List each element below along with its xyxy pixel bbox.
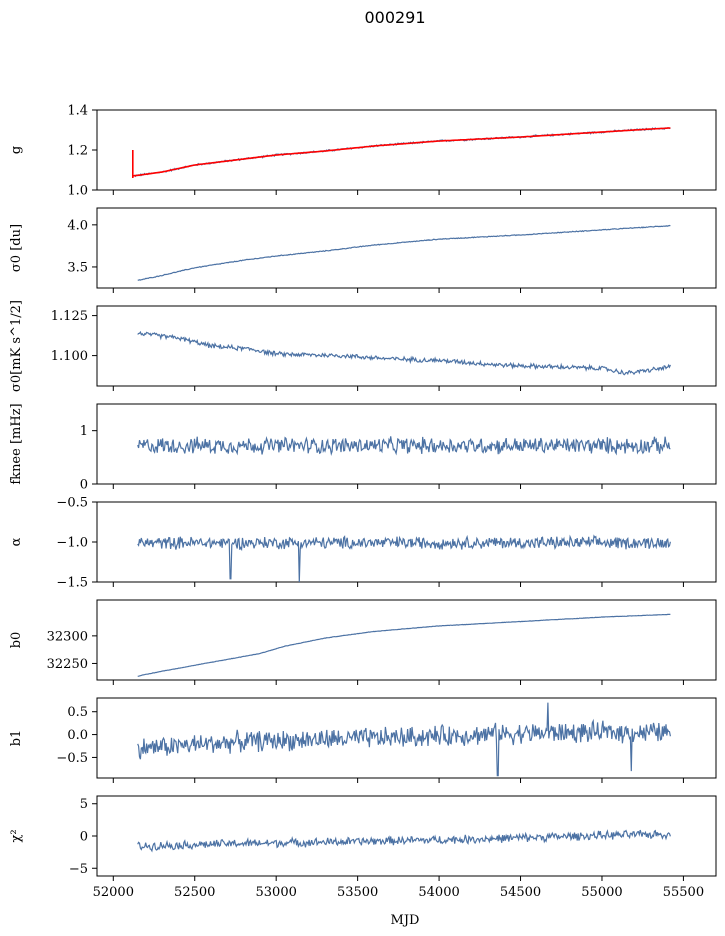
panel-3: 0 1 fknee [mHz] bbox=[9, 403, 717, 493]
panel-1: 3.5 4.0 σ0 [du] bbox=[9, 207, 717, 293]
panel-0-frame bbox=[96, 109, 717, 191]
panel-0-ytick-label-1: 1.2 bbox=[67, 144, 88, 159]
panel-7-series-line bbox=[137, 829, 671, 853]
panel-6-ytick-label-2: 0.5 bbox=[67, 705, 88, 720]
panel-3-frame bbox=[96, 403, 717, 485]
y-axis-label-2: σ0[mK s^1/2] bbox=[9, 300, 24, 392]
panel-6-ytick-label-0: −0.5 bbox=[56, 751, 88, 766]
panel-4-ytick-label-2: −0.5 bbox=[56, 496, 88, 511]
panel-4-frame bbox=[96, 501, 717, 583]
x-tick-label-5: 54500 bbox=[500, 885, 541, 900]
panel-2-frame bbox=[96, 305, 717, 387]
y-axis-label-0: g bbox=[9, 146, 24, 154]
panels: 1.0 1.2 1.4 g 3.5 4.0 σ0 [du] 1.100 1.125 σ0[mK s… bbox=[9, 104, 717, 900]
panel-1-frame bbox=[96, 207, 717, 289]
y-axis-label-1: σ0 [du] bbox=[9, 224, 24, 272]
panel-7: 52000 52500 53000 53500 54000 54500 55000 55500… bbox=[9, 795, 717, 900]
figure-title: 000291 bbox=[364, 8, 425, 27]
x-tick-label-7: 55500 bbox=[663, 885, 704, 900]
panel-0: 1.0 1.2 1.4 g bbox=[9, 104, 717, 199]
panel-2-ytick-label-1: 1.125 bbox=[51, 309, 88, 324]
y-axis-label-6: b1 bbox=[9, 730, 24, 747]
panel-0-series-line bbox=[132, 127, 671, 178]
y-axis-label-7: χ² bbox=[9, 829, 24, 842]
panel-5-series-line bbox=[137, 613, 671, 677]
panel-4: −1.5 −1.0 −0.5 α bbox=[9, 496, 717, 591]
panel-1-series-line bbox=[137, 224, 671, 281]
panel-6-series-line bbox=[137, 702, 671, 777]
x-tick-label-3: 53500 bbox=[337, 885, 378, 900]
panel-3-series-line bbox=[137, 436, 671, 456]
panel-2-series-line bbox=[137, 330, 671, 376]
panel-4-series-line bbox=[137, 534, 671, 582]
y-axis-label-3: fknee [mHz] bbox=[9, 403, 24, 484]
panel-5: 32250 32300 b0 bbox=[9, 599, 717, 685]
panel-3-ytick-label-1: 1 bbox=[80, 424, 88, 439]
panel-2-ytick-label-0: 1.100 bbox=[51, 349, 88, 364]
panel-2: 1.100 1.125 σ0[mK s^1/2] bbox=[9, 300, 717, 392]
panel-6: −0.5 0.0 0.5 b1 bbox=[9, 697, 717, 783]
panel-6-frame bbox=[96, 697, 717, 779]
x-tick-label-2: 53000 bbox=[256, 885, 297, 900]
x-tick-label-1: 52500 bbox=[174, 885, 215, 900]
panel-6-ytick-label-1: 0.0 bbox=[67, 728, 88, 743]
panel-5-ytick-label-0: 32250 bbox=[47, 657, 88, 672]
panel-0-ytick-label-2: 1.4 bbox=[67, 104, 88, 119]
panel-0-ytick-label-0: 1.0 bbox=[67, 184, 88, 199]
panel-4-ytick-label-1: −1.0 bbox=[56, 536, 88, 551]
panel-0-fit-line bbox=[132, 127, 671, 178]
panel-7-ytick-label-2: 5 bbox=[80, 797, 88, 812]
panel-7-ytick-label-1: 0 bbox=[80, 830, 88, 845]
x-axis-label: MJD bbox=[391, 913, 420, 928]
panel-1-ytick-label-1: 4.0 bbox=[67, 218, 88, 233]
panel-5-ytick-label-1: 32300 bbox=[47, 629, 88, 644]
x-tick-label-4: 54000 bbox=[418, 885, 459, 900]
panel-1-ytick-label-0: 3.5 bbox=[67, 260, 88, 275]
y-axis-label-4: α bbox=[9, 537, 24, 546]
y-axis-label-5: b0 bbox=[9, 632, 24, 649]
panel-3-ytick-label-0: 0 bbox=[80, 478, 88, 493]
x-tick-label-0: 52000 bbox=[93, 885, 134, 900]
panel-7-ytick-label-0: −5 bbox=[69, 862, 88, 877]
x-tick-label-6: 55000 bbox=[581, 885, 622, 900]
panel-5-frame bbox=[96, 599, 717, 681]
panel-4-ytick-label-0: −1.5 bbox=[56, 576, 88, 591]
